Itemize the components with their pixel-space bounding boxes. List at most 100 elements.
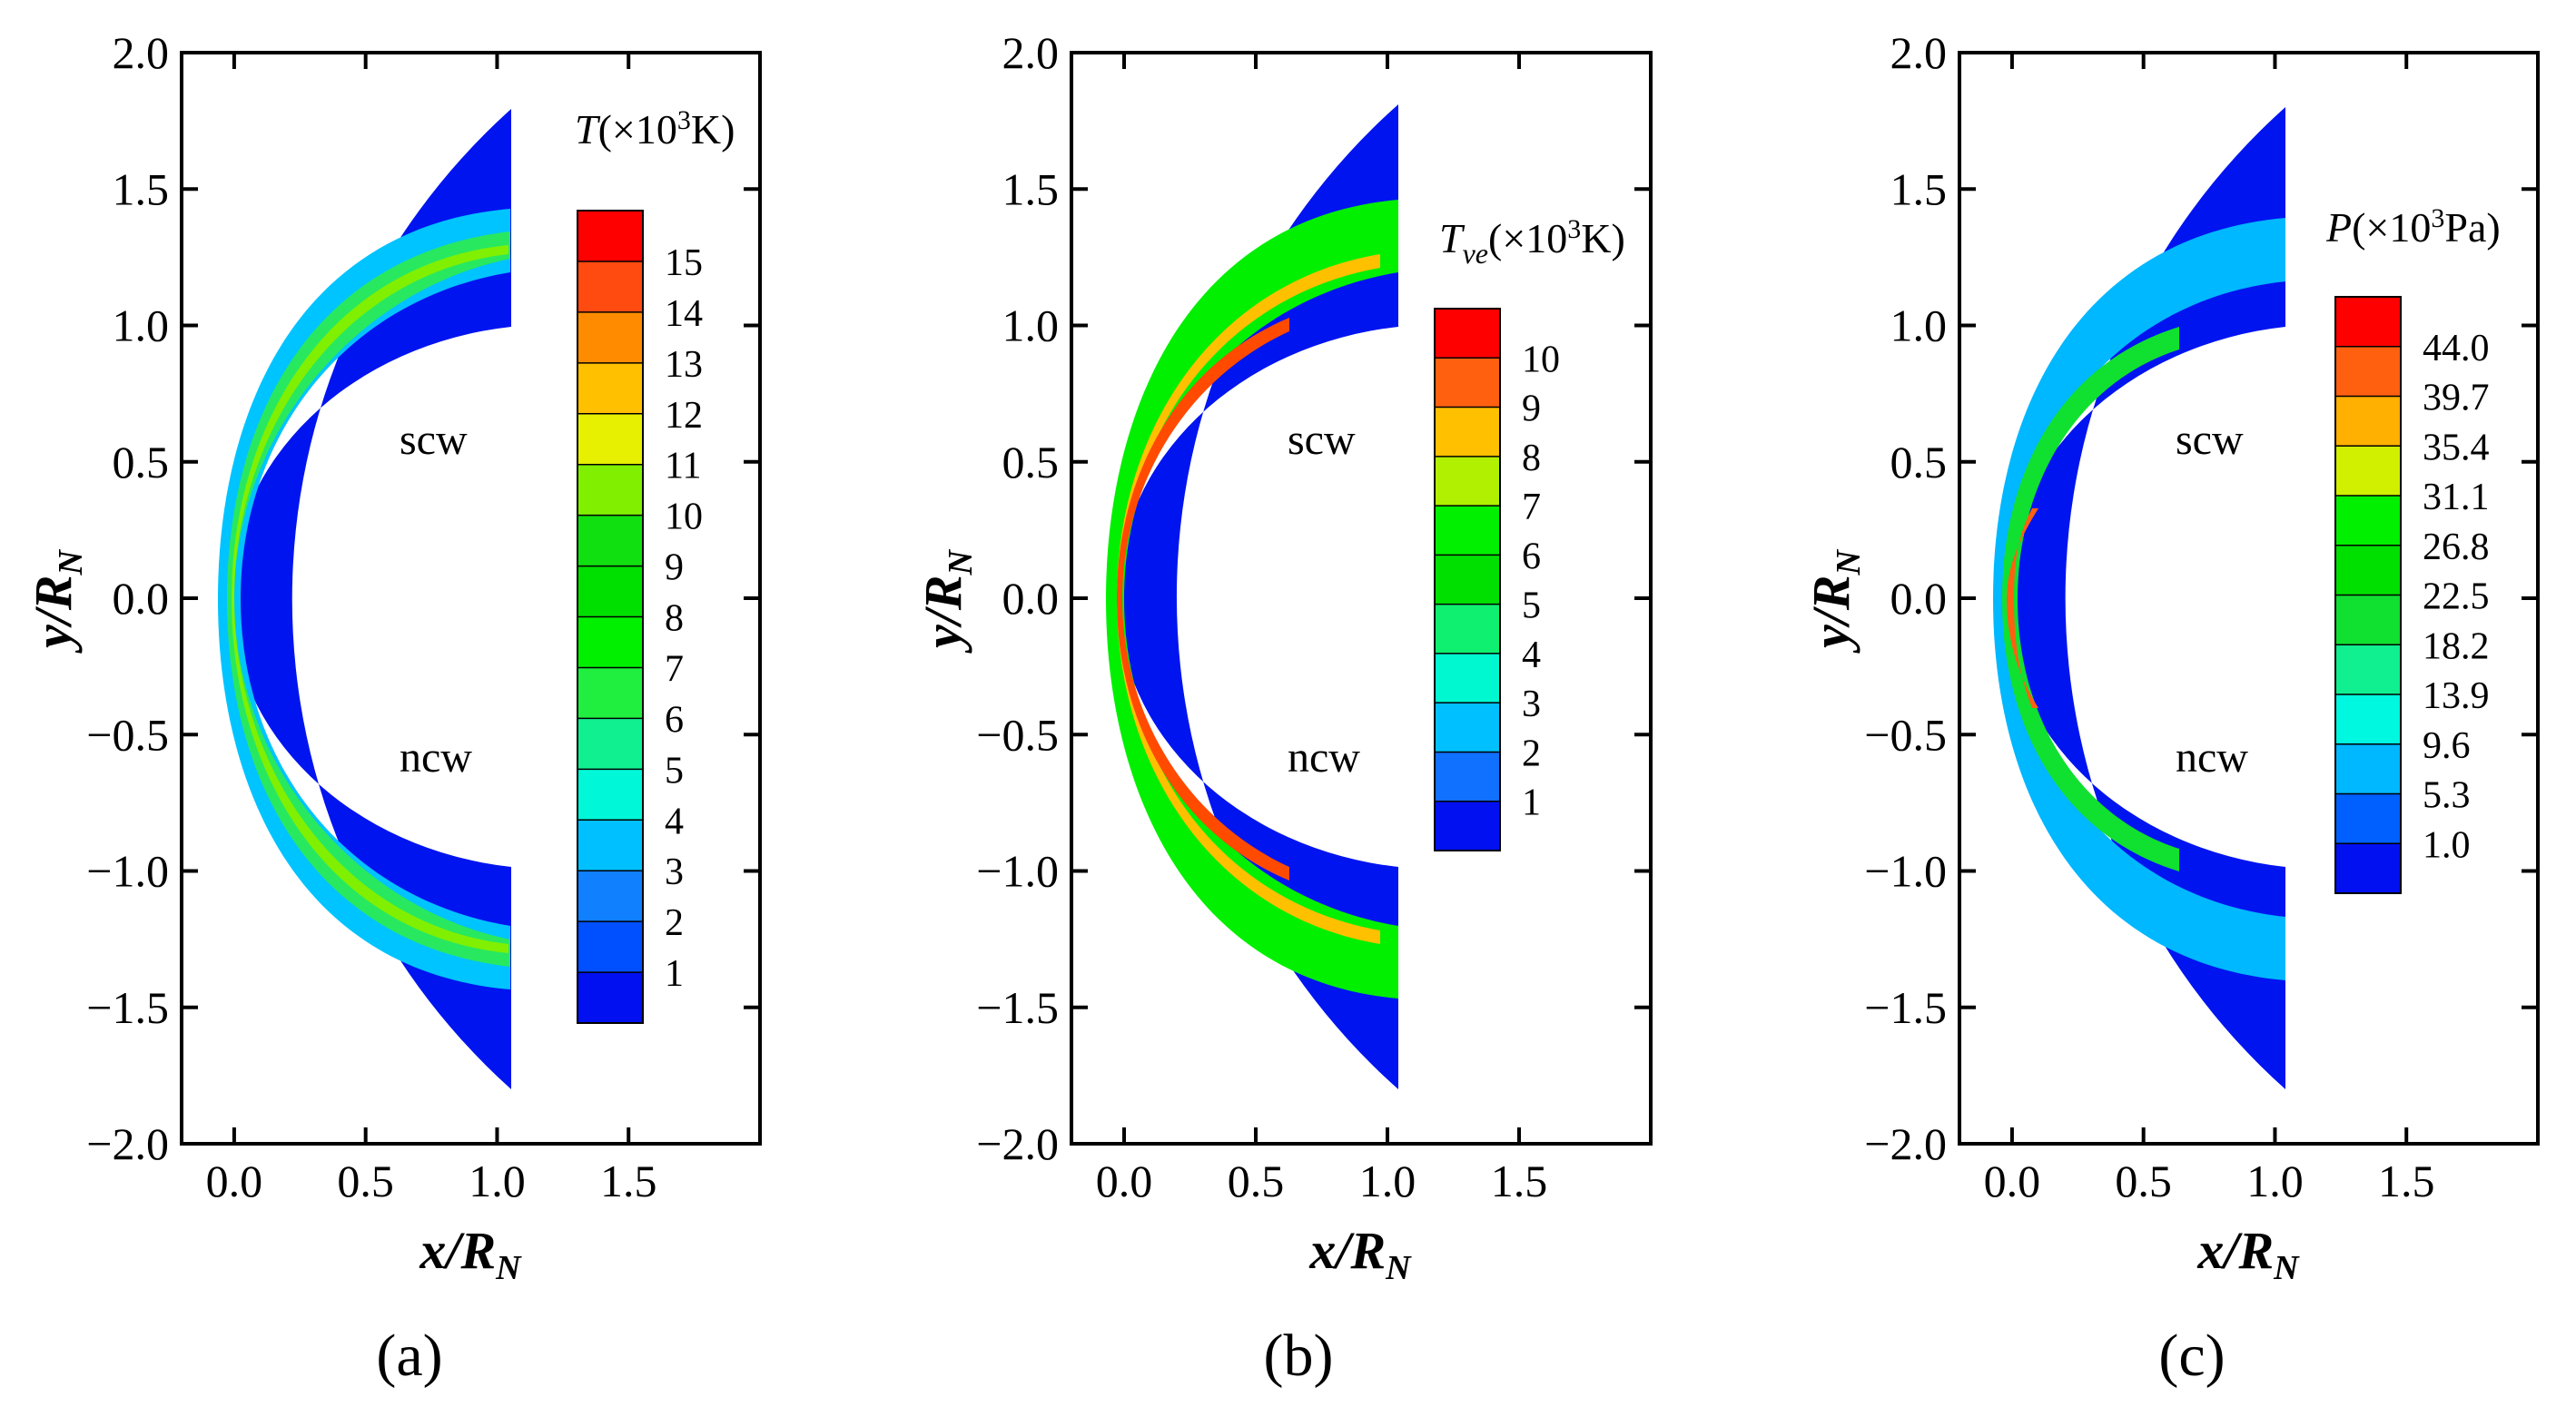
legend-level-label: 15 — [665, 242, 703, 284]
legend-level-label: 5 — [665, 750, 684, 792]
legend-color-swatch — [577, 464, 643, 517]
legend-color-swatch — [577, 362, 643, 415]
legend-level-label: 2 — [1522, 733, 1541, 774]
legend-level-label: 18.2 — [2423, 625, 2490, 667]
panel-a-x-axis: 0.0 0.5 1.0 1.5 — [206, 53, 657, 1206]
legend-color-swatch — [1435, 801, 1500, 851]
legend-color-swatch — [577, 211, 643, 262]
y-tick-label: −0.5 — [1864, 709, 1947, 760]
panel-c: 0.0 0.5 1.0 1.5 2.0 1.5 1.0 0.5 0.0 −0.5 −1.0 −1.5… — [1801, 27, 2540, 1389]
legend-level-label: 4 — [665, 801, 684, 842]
y-tick-label: −1.0 — [1864, 846, 1947, 897]
legend-color-swatch — [577, 566, 643, 618]
legend-level-label: 1 — [1522, 782, 1541, 824]
y-tick-label: 0.0 — [1002, 573, 1060, 624]
legend-title: T(×103K) — [575, 105, 735, 153]
legend-level-label: 8 — [1522, 438, 1541, 479]
panel-a-y-axis-label: y/RN — [24, 548, 90, 654]
panel-b-caption: (b) — [1264, 1323, 1334, 1389]
x-tick-label: 1.5 — [1491, 1156, 1548, 1206]
legend-color-swatch — [2335, 743, 2401, 795]
legend-color-swatch — [1435, 456, 1500, 507]
legend-frame — [1434, 308, 1501, 851]
legend-level-label: 1 — [665, 953, 684, 995]
legend-level-label: 3 — [1522, 684, 1541, 725]
panel-a-caption: (a) — [376, 1323, 442, 1389]
y-tick-label: 0.5 — [1890, 437, 1948, 487]
y-tick-label: 1.5 — [113, 163, 170, 214]
y-tick-label: −1.5 — [976, 982, 1059, 1033]
panel-c-x-axis: 0.0 0.5 1.0 1.5 — [1984, 53, 2435, 1206]
legend-color-swatch — [1435, 653, 1500, 704]
legend-level-label: 35.4 — [2423, 427, 2490, 468]
panel-b-y-axis: 2.0 1.5 1.0 0.5 0.0 −0.5 −1.0 −1.5 −2.0 — [976, 27, 1651, 1169]
legend-title: P(×103Pa) — [2325, 203, 2501, 251]
y-tick-label: −2.0 — [976, 1118, 1059, 1169]
legend-level-label: 9 — [665, 547, 684, 589]
legend-color-swatch — [577, 921, 643, 973]
legend-level-label: 31.1 — [2423, 477, 2490, 518]
legend-level-label: 5.3 — [2423, 775, 2471, 817]
y-tick-label: −2.0 — [1864, 1118, 1947, 1169]
legend-level-label: 14 — [665, 293, 703, 335]
legend-color-swatch — [577, 413, 643, 466]
legend-color-swatch — [577, 311, 643, 364]
panel-b-annotation-ncw: ncw — [1288, 733, 1360, 782]
legend-color-swatch — [2335, 644, 2401, 695]
legend-color-swatch — [1435, 309, 1500, 359]
y-tick-label: 0.5 — [1002, 437, 1060, 487]
y-tick-label: −1.5 — [86, 982, 169, 1033]
legend-level-label: 6 — [1522, 536, 1541, 577]
y-tick-label: 2.0 — [113, 27, 170, 78]
panel-b-annotation-scw: scw — [1288, 416, 1356, 464]
y-tick-label: 0.5 — [113, 437, 170, 487]
x-tick-label: 1.5 — [600, 1156, 657, 1206]
x-tick-label: 0.5 — [337, 1156, 394, 1206]
legend-color-swatch — [577, 972, 643, 1024]
legend-level-label: 5 — [1522, 585, 1541, 627]
legend-color-swatch — [2335, 496, 2401, 546]
panel-c-contour-field — [1993, 107, 2285, 1089]
legend-frame — [577, 210, 644, 1024]
legend-level-label: 7 — [665, 648, 684, 690]
legend-color-swatch — [577, 261, 643, 313]
panel-b-x-axis: 0.0 0.5 1.0 1.5 — [1096, 53, 1548, 1206]
legend-level-label: 6 — [665, 699, 684, 741]
legend-color-swatch — [1435, 407, 1500, 458]
y-tick-label: 1.0 — [1890, 300, 1948, 351]
y-tick-label: 1.5 — [1890, 163, 1948, 214]
x-tick-label: 1.0 — [1359, 1156, 1416, 1206]
legend-color-swatch — [577, 769, 643, 821]
legend-level-label: 3 — [665, 851, 684, 893]
legend-level-label: 13.9 — [2423, 675, 2490, 717]
legend-level-label: 10 — [1522, 339, 1560, 380]
panel-b-y-axis-label: y/RN — [913, 548, 980, 654]
panel-a-legend: 15 14 13 12 11 10 9 8 7 6 5 4 3 2 1 T(×103K) — [575, 105, 735, 1024]
legend-level-label: 44.0 — [2423, 328, 2490, 369]
legend-color-swatch — [577, 820, 643, 871]
legend-color-swatch — [2335, 595, 2401, 645]
legend-color-swatch — [2335, 694, 2401, 745]
y-tick-label: 1.5 — [1002, 163, 1060, 214]
legend-color-swatch — [2335, 843, 2401, 894]
legend-color-swatch — [1435, 358, 1500, 408]
x-tick-label: 0.0 — [1096, 1156, 1153, 1206]
panel-c-annotation-scw: scw — [2176, 416, 2244, 464]
legend-level-label: 8 — [665, 598, 684, 640]
legend-level-label: 4 — [1522, 635, 1541, 676]
legend-color-swatch — [2335, 396, 2401, 447]
legend-color-swatch — [2335, 793, 2401, 844]
y-tick-label: −1.0 — [976, 846, 1059, 897]
legend-color-swatch — [1435, 506, 1500, 556]
legend-color-swatch — [1435, 703, 1500, 753]
panel-a-y-axis: 2.0 1.5 1.0 0.5 0.0 −0.5 −1.0 −1.5 −2.0 — [86, 27, 760, 1169]
legend-color-swatch — [577, 871, 643, 922]
panel-c-annotation-ncw: ncw — [2176, 733, 2248, 782]
legend-color-swatch — [1435, 752, 1500, 802]
x-tick-label: 1.5 — [2378, 1156, 2435, 1206]
legend-color-swatch — [2335, 297, 2401, 348]
panel-c-x-axis-label: x/RN — [2196, 1221, 2300, 1287]
y-tick-label: 2.0 — [1890, 27, 1948, 78]
legend-color-swatch — [577, 667, 643, 719]
